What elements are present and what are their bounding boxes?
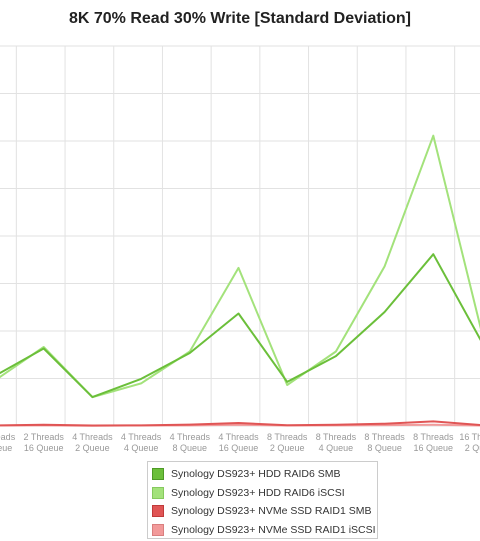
legend-item[interactable]: Synology DS923+ NVMe SSD RAID1 iSCSI — [152, 521, 376, 539]
legend-item[interactable]: Synology DS923+ NVMe SSD RAID1 SMB — [152, 502, 371, 520]
x-tick-label: 2 Queue — [75, 443, 110, 453]
series-line-2 — [0, 134, 480, 399]
x-tick-label: 8 Queue — [367, 443, 402, 453]
x-tick-label: 4 Threads — [170, 432, 211, 442]
x-tick-label: 2 Queue — [270, 443, 305, 453]
x-tick-label: 8 Threads — [364, 432, 405, 442]
x-tick-label: 4 Threads — [72, 432, 113, 442]
legend-label: Synology DS923+ NVMe SSD RAID1 SMB — [171, 505, 372, 517]
chart-title: 8K 70% Read 30% Write [Standard Deviatio… — [68, 10, 412, 27]
x-tick-label: 8 Threads — [413, 432, 454, 442]
x-tick-label: 8 Queue — [0, 443, 12, 453]
x-tick-label: 2 Queue — [465, 443, 480, 453]
legend-item[interactable]: Synology DS923+ HDD RAID6 iSCSI — [152, 484, 345, 502]
legend-swatch — [152, 523, 164, 536]
x-tick-label: 2 Threads — [24, 432, 65, 442]
x-tick-label: 4 Queue — [319, 443, 354, 453]
x-tick-label: 4 Threads — [218, 432, 259, 442]
legend: Synology DS923+ HDD RAID6 SMB Synology DS… — [147, 461, 378, 539]
x-tick-label: 1 Threads — [0, 432, 16, 442]
legend-swatch — [152, 505, 164, 517]
legend-swatch — [152, 486, 164, 499]
legend-item[interactable]: Synology DS923+ HDD RAID6 SMB — [152, 465, 341, 483]
x-tick-label: 16 Queue — [219, 443, 259, 453]
x-tick-label: 8 Queue — [173, 443, 208, 453]
x-tick-label: 16 Queue — [414, 443, 454, 453]
x-tick-label: 16 Queue — [24, 443, 64, 453]
x-tick-label: 4 Threads — [121, 432, 162, 442]
legend-label: Synology DS923+ HDD RAID6 SMB — [171, 468, 341, 480]
grid-lines — [0, 45, 480, 427]
x-tick-label: 8 Threads — [316, 432, 357, 442]
x-tick-label: 8 Threads — [267, 432, 308, 442]
x-tick-label: 16 Threads — [459, 432, 480, 442]
legend-swatch — [152, 468, 164, 480]
series-line-1 — [0, 253, 480, 399]
legend-label: Synology DS923+ NVMe SSD RAID1 iSCSI — [171, 523, 376, 536]
x-tick-label: 4 Queue — [124, 443, 159, 453]
series-lines — [0, 134, 480, 427]
legend-label: Synology DS923+ HDD RAID6 iSCSI — [171, 486, 345, 499]
